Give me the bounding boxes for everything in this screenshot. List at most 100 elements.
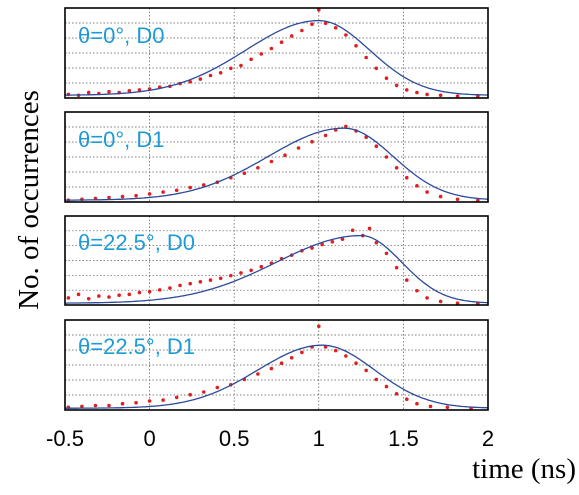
panel-1-fit-curve: [65, 19, 488, 96]
data-point: [374, 377, 379, 382]
panel-2-grid: [65, 112, 488, 202]
data-point: [384, 76, 389, 80]
data-point: [127, 89, 132, 93]
panel-3-fit-curve: [65, 234, 489, 304]
data-point: [438, 93, 443, 98]
data-point: [134, 193, 138, 198]
data-point: [168, 286, 172, 290]
data-point: [188, 80, 193, 84]
data-point: [259, 52, 264, 56]
data-point: [455, 301, 460, 306]
data-point: [300, 350, 304, 355]
data-point: [161, 398, 165, 402]
data-point: [188, 392, 193, 397]
data-point: [279, 40, 284, 44]
data-point: [218, 71, 223, 75]
data-point: [404, 88, 409, 92]
panel-2-frame: [64, 111, 489, 203]
data-point: [340, 237, 345, 241]
panel-4: θ=22.5°, D1: [64, 319, 489, 411]
data-point: [215, 385, 220, 390]
data-point: [134, 401, 138, 405]
data-point: [364, 55, 368, 60]
data-point: [137, 290, 142, 295]
data-point: [289, 34, 294, 38]
panel-3: θ=22.5°, D0: [64, 215, 489, 306]
data-point: [76, 292, 81, 297]
data-point: [86, 296, 91, 301]
data-point: [66, 296, 71, 300]
data-point: [384, 155, 389, 159]
data-point: [157, 288, 162, 292]
panel-3-grid: [65, 216, 488, 305]
data-point: [415, 401, 419, 406]
data-point: [300, 28, 304, 33]
panel-4-grid: [65, 320, 488, 410]
data-point: [249, 268, 253, 273]
data-point: [208, 278, 213, 282]
data-point: [137, 88, 142, 92]
data-point: [320, 242, 324, 247]
panel-2-label: θ=0°, D1: [78, 127, 164, 152]
data-point: [350, 228, 355, 233]
data-point: [120, 194, 125, 199]
data-point: [415, 90, 419, 95]
data-point: [178, 283, 182, 288]
data-point: [455, 94, 460, 98]
data-point: [404, 175, 409, 180]
data-point: [394, 392, 399, 396]
data-point: [344, 33, 348, 37]
data-point: [120, 401, 125, 406]
data-point: [242, 171, 247, 175]
data-point: [279, 361, 284, 366]
data-point: [107, 89, 111, 94]
data-point: [354, 361, 358, 366]
data-point: [147, 192, 152, 196]
data-point: [367, 226, 372, 231]
data-point: [317, 8, 321, 12]
data-point: [249, 57, 253, 62]
data-point: [239, 63, 243, 68]
data-point: [269, 366, 274, 371]
data-point: [364, 368, 368, 373]
data-point: [425, 92, 429, 97]
data-point: [438, 299, 443, 304]
data-point: [256, 166, 260, 170]
data-point: [394, 83, 399, 88]
data-point: [218, 276, 223, 281]
data-point: [428, 404, 433, 409]
panel-2-fit-curve: [65, 127, 489, 201]
panel-4-label: θ=22.5°, D1: [78, 334, 195, 359]
data-point: [425, 296, 429, 300]
panel-3-points: [66, 226, 480, 306]
data-point: [438, 194, 443, 199]
data-point: [310, 139, 314, 144]
data-point: [117, 293, 121, 298]
panel-1-grid: [65, 8, 488, 98]
panel-4-frame: [64, 319, 489, 411]
data-point: [296, 146, 301, 150]
data-point: [384, 384, 389, 389]
data-point: [259, 264, 264, 269]
data-point: [107, 195, 111, 200]
data-point: [384, 251, 389, 256]
data-point: [310, 246, 314, 250]
x-tick-label: 1: [313, 426, 325, 451]
data-point: [93, 403, 98, 408]
data-point: [86, 90, 91, 95]
data-point: [404, 397, 409, 402]
x-tick-labels: -0.5 0 0.5 1 1.5 2: [46, 426, 494, 451]
x-tick-label: 0: [143, 426, 155, 451]
data-point: [229, 66, 233, 71]
data-point: [333, 26, 338, 30]
data-point: [374, 66, 379, 71]
data-point: [256, 372, 260, 376]
data-point: [198, 77, 203, 81]
data-point: [394, 166, 399, 170]
panel-1: θ=0°, D0: [64, 7, 489, 99]
data-point: [283, 153, 287, 157]
panel-2: θ=0°, D1: [64, 111, 489, 203]
data-point: [147, 289, 152, 294]
data-point: [333, 348, 338, 353]
